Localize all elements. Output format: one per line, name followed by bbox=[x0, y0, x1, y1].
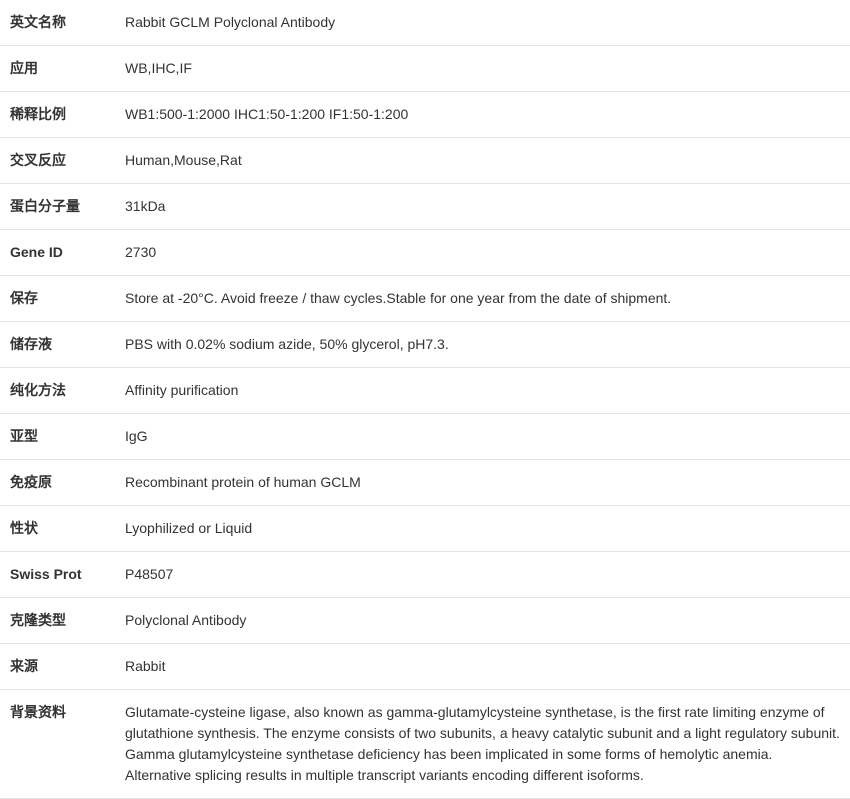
table-row: 保存 Store at -20°C. Avoid freeze / thaw c… bbox=[0, 276, 850, 322]
row-value: IgG bbox=[115, 414, 850, 460]
row-label: 交叉反应 bbox=[0, 138, 115, 184]
row-value: WB,IHC,IF bbox=[115, 46, 850, 92]
row-label: 性状 bbox=[0, 506, 115, 552]
spec-table-body: 英文名称 Rabbit GCLM Polyclonal Antibody 应用 … bbox=[0, 0, 850, 799]
row-value: Recombinant protein of human GCLM bbox=[115, 460, 850, 506]
row-label: Gene ID bbox=[0, 230, 115, 276]
table-row: 克隆类型 Polyclonal Antibody bbox=[0, 598, 850, 644]
row-value: Store at -20°C. Avoid freeze / thaw cycl… bbox=[115, 276, 850, 322]
table-row: 交叉反应 Human,Mouse,Rat bbox=[0, 138, 850, 184]
row-value: P48507 bbox=[115, 552, 850, 598]
row-value: 31kDa bbox=[115, 184, 850, 230]
row-label: 背景资料 bbox=[0, 690, 115, 799]
row-label: 英文名称 bbox=[0, 0, 115, 46]
table-row: 英文名称 Rabbit GCLM Polyclonal Antibody bbox=[0, 0, 850, 46]
table-row: 蛋白分子量 31kDa bbox=[0, 184, 850, 230]
row-label: 克隆类型 bbox=[0, 598, 115, 644]
table-row: Swiss Prot P48507 bbox=[0, 552, 850, 598]
row-label: 稀释比例 bbox=[0, 92, 115, 138]
row-label: 来源 bbox=[0, 644, 115, 690]
row-value: Human,Mouse,Rat bbox=[115, 138, 850, 184]
row-label: 保存 bbox=[0, 276, 115, 322]
row-value: Rabbit bbox=[115, 644, 850, 690]
table-row: 纯化方法 Affinity purification bbox=[0, 368, 850, 414]
row-label: 免疫原 bbox=[0, 460, 115, 506]
table-row: 应用 WB,IHC,IF bbox=[0, 46, 850, 92]
row-label: 纯化方法 bbox=[0, 368, 115, 414]
table-row: Gene ID 2730 bbox=[0, 230, 850, 276]
table-row: 亚型 IgG bbox=[0, 414, 850, 460]
table-row: 来源 Rabbit bbox=[0, 644, 850, 690]
row-value: Polyclonal Antibody bbox=[115, 598, 850, 644]
row-value: Rabbit GCLM Polyclonal Antibody bbox=[115, 0, 850, 46]
row-value: WB1:500-1:2000 IHC1:50-1:200 IF1:50-1:20… bbox=[115, 92, 850, 138]
row-value: Affinity purification bbox=[115, 368, 850, 414]
table-row: 稀释比例 WB1:500-1:2000 IHC1:50-1:200 IF1:50… bbox=[0, 92, 850, 138]
row-value: Lyophilized or Liquid bbox=[115, 506, 850, 552]
table-row: 免疫原 Recombinant protein of human GCLM bbox=[0, 460, 850, 506]
row-label: 蛋白分子量 bbox=[0, 184, 115, 230]
row-label: 储存液 bbox=[0, 322, 115, 368]
row-value: 2730 bbox=[115, 230, 850, 276]
row-label: 亚型 bbox=[0, 414, 115, 460]
spec-table: 英文名称 Rabbit GCLM Polyclonal Antibody 应用 … bbox=[0, 0, 850, 799]
row-label: Swiss Prot bbox=[0, 552, 115, 598]
table-row: 背景资料 Glutamate-cysteine ligase, also kno… bbox=[0, 690, 850, 799]
table-row: 储存液 PBS with 0.02% sodium azide, 50% gly… bbox=[0, 322, 850, 368]
table-row: 性状 Lyophilized or Liquid bbox=[0, 506, 850, 552]
row-value: Glutamate-cysteine ligase, also known as… bbox=[115, 690, 850, 799]
row-value: PBS with 0.02% sodium azide, 50% glycero… bbox=[115, 322, 850, 368]
row-label: 应用 bbox=[0, 46, 115, 92]
